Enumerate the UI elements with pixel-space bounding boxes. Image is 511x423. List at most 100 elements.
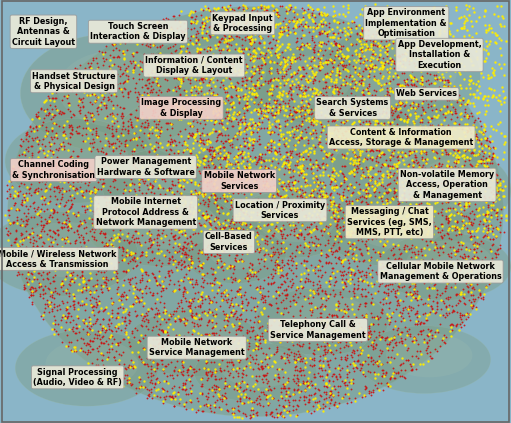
Point [331,177,339,184]
Point [111,40,119,47]
Point [300,388,309,395]
Point [146,379,154,386]
Point [248,157,257,164]
Point [192,77,200,84]
Point [498,83,506,90]
Point [268,232,276,239]
Point [362,62,370,69]
Point [340,176,349,183]
Point [365,46,373,52]
Point [164,141,172,148]
Point [214,203,222,210]
Point [138,293,147,300]
Point [144,91,152,98]
Point [295,290,304,297]
Point [443,138,451,145]
Point [310,46,318,53]
Point [113,233,121,240]
Point [322,154,331,160]
Point [114,132,122,139]
Point [148,247,156,254]
Point [284,374,292,381]
Point [332,183,340,190]
Point [333,47,341,53]
Point [429,138,437,145]
Point [99,51,107,58]
Point [375,316,383,322]
Point [255,153,263,159]
Point [350,184,358,190]
Point [472,227,480,233]
Point [465,190,473,197]
Point [312,130,320,137]
Point [104,340,112,347]
Point [340,219,348,225]
Point [133,114,141,121]
Point [467,292,475,299]
Point [423,242,431,249]
Point [87,68,96,75]
Point [181,250,190,257]
Point [230,132,239,139]
Point [274,228,283,234]
Point [474,207,482,214]
Point [352,50,360,57]
Point [127,37,135,44]
Point [300,191,309,198]
Point [334,52,342,59]
Point [112,203,120,210]
Point [131,295,139,302]
Point [409,304,417,311]
Point [262,177,270,184]
Point [83,109,91,116]
Point [198,95,206,102]
Point [490,268,498,275]
Point [245,140,253,147]
Point [339,119,347,126]
Point [398,329,406,336]
Point [158,316,166,323]
Point [396,99,404,106]
Point [132,123,141,129]
Point [289,269,297,276]
Point [400,246,408,253]
Point [236,336,244,343]
Point [194,230,202,236]
Point [337,54,345,61]
Point [385,224,393,231]
Point [20,173,29,180]
Point [108,140,117,147]
Point [156,34,165,41]
Point [194,255,202,262]
Point [149,38,157,45]
Point [12,241,20,247]
Point [434,140,442,147]
Point [289,403,297,409]
Point [312,195,320,202]
Point [158,175,166,182]
Point [341,357,350,363]
Point [333,376,341,382]
Point [98,239,106,245]
Point [445,48,453,55]
Point [164,45,172,52]
Point [311,76,319,83]
Point [7,241,15,248]
Point [230,237,239,244]
Point [447,116,455,123]
Point [47,174,55,181]
Point [449,243,457,250]
Point [467,302,475,308]
Point [288,56,296,63]
Point [344,24,352,31]
Point [276,283,284,290]
Point [6,191,14,198]
Point [247,147,256,154]
Point [365,212,374,219]
Point [458,319,466,325]
Point [212,6,220,13]
Point [58,190,66,197]
Point [359,91,367,97]
Point [302,275,310,282]
Point [309,79,317,86]
